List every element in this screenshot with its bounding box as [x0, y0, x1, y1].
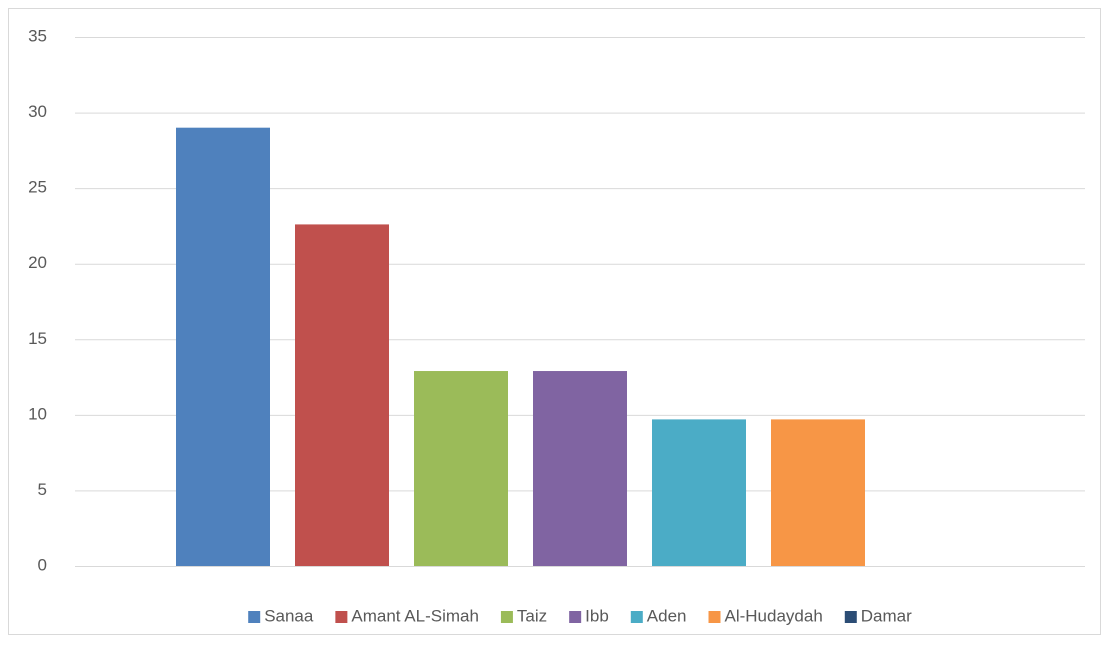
y-tick-label: 15 — [28, 329, 47, 348]
y-tick-label: 25 — [28, 178, 47, 197]
legend-label: Amant AL-Simah — [351, 606, 479, 625]
legend-swatch — [844, 611, 857, 623]
legend-swatch — [569, 611, 582, 623]
legend-label: Aden — [647, 606, 687, 625]
y-tick-label: 0 — [38, 555, 47, 574]
bar — [176, 127, 270, 566]
y-tick-label: 20 — [28, 253, 47, 272]
bar — [533, 371, 627, 566]
legend-swatch — [500, 611, 513, 623]
legend-label: Sanaa — [264, 606, 314, 625]
bar — [414, 371, 508, 566]
bar — [771, 419, 865, 566]
legend-label: Taiz — [517, 606, 547, 625]
legend-swatch — [630, 611, 643, 623]
bar — [652, 419, 746, 566]
legend-swatch — [335, 611, 348, 623]
y-tick-label: 10 — [28, 404, 47, 423]
y-tick-label: 30 — [28, 102, 47, 121]
y-tick-label: 5 — [38, 480, 47, 499]
bar — [295, 224, 389, 566]
legend-label: Damar — [861, 606, 912, 625]
y-tick-label: 35 — [28, 26, 47, 45]
legend-swatch — [248, 611, 261, 623]
legend-label: Al-Hudaydah — [725, 606, 823, 625]
legend-swatch — [708, 611, 721, 623]
legend-label: Ibb — [585, 606, 609, 625]
